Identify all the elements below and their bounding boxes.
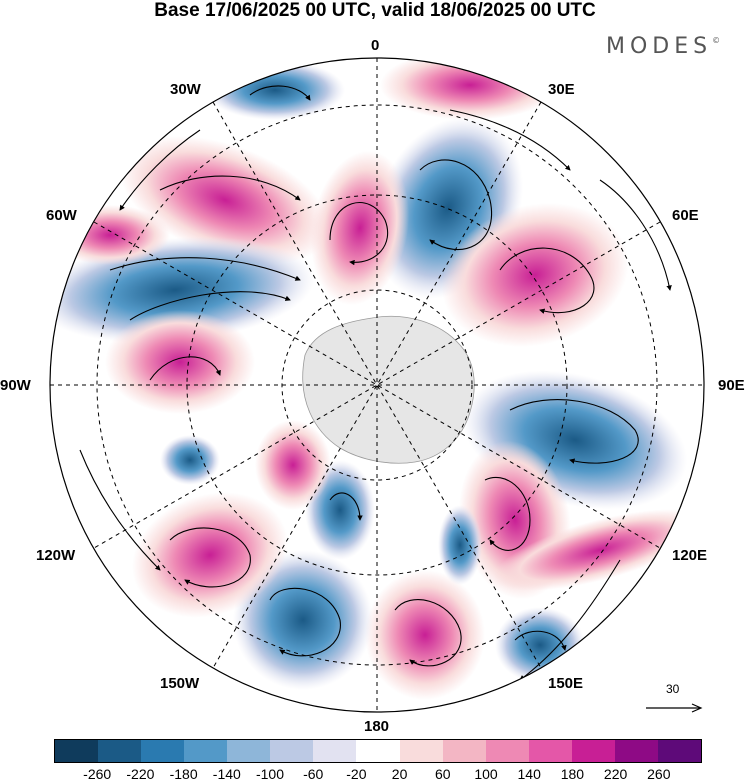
colorbar-swatch <box>614 740 658 762</box>
lon-label-180: 180 <box>364 718 390 735</box>
colorbar-swatch <box>313 740 357 762</box>
lon-label-90w: 90W <box>0 377 31 394</box>
colorbar-swatch <box>227 740 271 762</box>
colorbar-swatch <box>657 740 701 762</box>
lon-label-120w: 120W <box>36 547 76 564</box>
colorbar-swatch <box>571 740 615 762</box>
colorbar-swatch <box>442 740 486 762</box>
map-title: Base 17/06/2025 00 UTC, valid 18/06/2025… <box>154 0 596 21</box>
colorbar-swatch <box>399 740 443 762</box>
colorbar-tick-label: -60 <box>303 766 324 782</box>
colorbar-tick-label: -20 <box>346 766 367 782</box>
colorbar-swatch <box>98 740 142 762</box>
colorbar-tick-label: 180 <box>560 766 585 782</box>
colorbar-tick-label: 20 <box>391 766 408 782</box>
lon-label-150e: 150E <box>548 675 584 692</box>
graticule <box>50 58 704 712</box>
lon-label-120e: 120E <box>672 547 708 564</box>
colorbar-tick-label: 260 <box>647 766 671 782</box>
colorbar-swatch <box>485 740 529 762</box>
antarctica <box>302 315 475 464</box>
reference-vector-arrow-icon <box>646 703 703 713</box>
field-layer <box>50 58 704 712</box>
streamlines <box>79 85 672 681</box>
lon-label-30w: 30W <box>170 81 201 98</box>
colorbar-tick-label: 60 <box>435 766 451 782</box>
lon-label-150w: 150W <box>160 675 200 692</box>
colorbar-tick-label: -220 <box>126 766 155 782</box>
reference-vector-value: 30 <box>666 682 680 696</box>
brand-logo: MODES© <box>606 34 721 59</box>
reference-vector: 30 <box>640 682 710 718</box>
colorbar <box>54 739 702 763</box>
colorbar-swatch <box>356 740 400 762</box>
lon-label-90e: 90E <box>718 377 745 394</box>
lon-label-60w: 60W <box>46 207 77 224</box>
colorbar-tick-label: 140 <box>517 766 541 782</box>
lon-label-30e: 30E <box>548 81 575 98</box>
colorbar-tick-label: -140 <box>212 766 241 782</box>
colorbar-swatch <box>55 740 99 762</box>
map-border <box>49 57 705 713</box>
colorbar-swatch <box>184 740 228 762</box>
colorbar-swatch <box>528 740 572 762</box>
colorbar-tick-label: 100 <box>474 766 498 782</box>
colorbar-tick-label: 220 <box>603 766 628 782</box>
colorbar-tick-label: -180 <box>169 766 198 782</box>
lon-label-60e: 60E <box>672 207 699 224</box>
colorbar-tick-label: -260 <box>83 766 112 782</box>
colorbar-swatch <box>141 740 185 762</box>
colorbar-ticks: -260 -220 -180 -140 -100 -60 -20 20 60 100 140 180 2… <box>54 766 702 782</box>
colorbar-swatch <box>270 740 314 762</box>
lon-label-0: 0 <box>371 37 380 54</box>
colorbar-tick-label: -100 <box>255 766 285 782</box>
